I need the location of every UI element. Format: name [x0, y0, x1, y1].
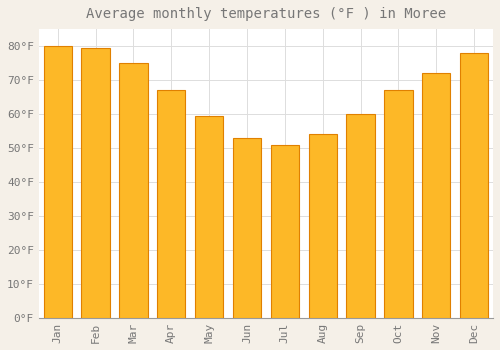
Bar	[119, 63, 148, 318]
Bar	[384, 90, 412, 318]
Title: Average monthly temperatures (°F ) in Moree: Average monthly temperatures (°F ) in Mo…	[86, 7, 446, 21]
Bar	[195, 116, 224, 318]
Bar	[157, 90, 186, 318]
Bar	[422, 73, 450, 318]
Bar	[82, 48, 110, 318]
Bar	[346, 114, 375, 318]
Bar	[308, 134, 337, 318]
Bar	[44, 46, 72, 318]
Bar	[233, 138, 261, 318]
Bar	[270, 145, 299, 318]
Bar	[460, 53, 488, 318]
